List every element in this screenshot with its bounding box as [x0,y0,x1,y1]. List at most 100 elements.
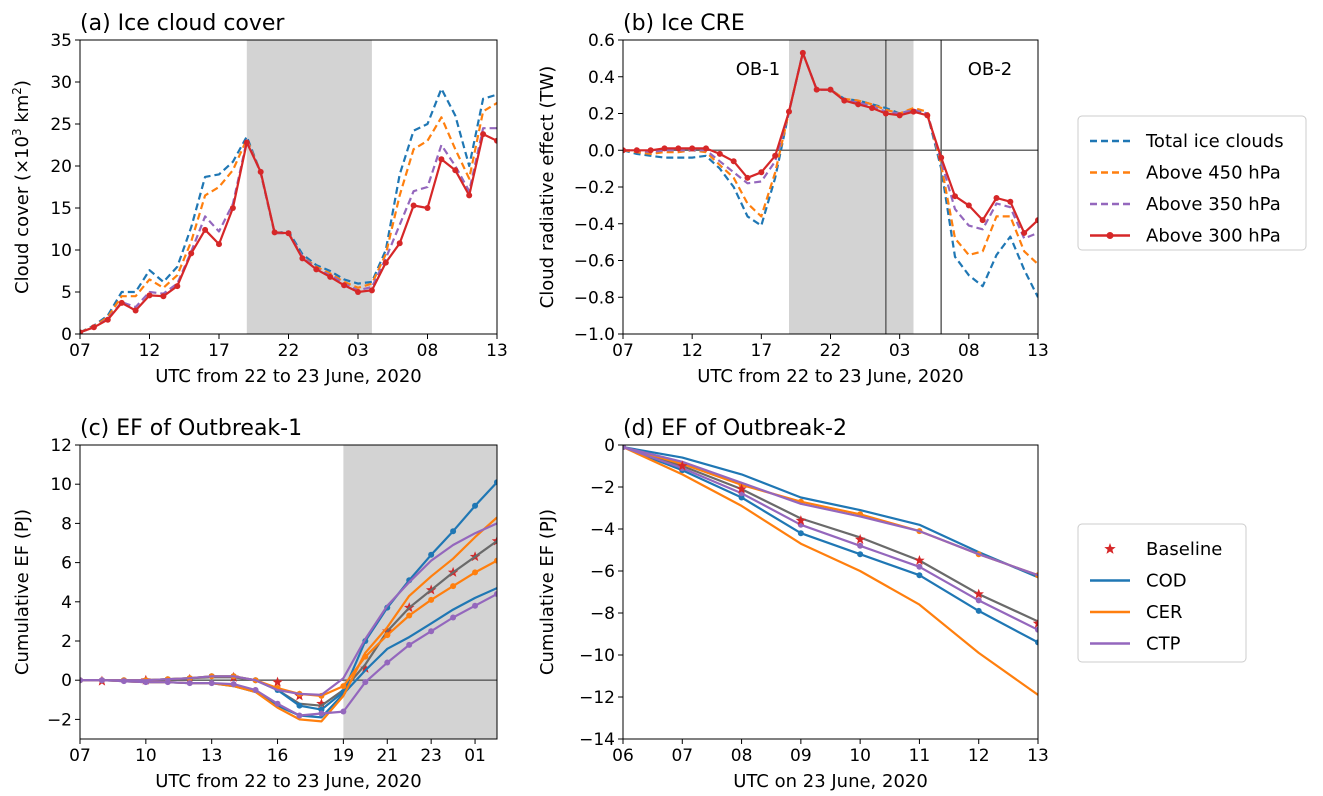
y-tick-label: 6 [61,554,72,574]
series-marker [450,583,457,590]
y-tick-label: −8 [590,604,615,624]
y-tick-label: 0.0 [588,141,615,161]
y-axis-label-part: 2 [10,87,24,95]
y-tick-label: 4 [61,593,72,613]
series-marker [1021,229,1028,236]
series-marker [341,282,348,289]
x-tick-label: 23 [420,746,442,766]
series-marker [494,590,497,597]
x-tick-label: 10 [849,746,871,766]
legend_bottom: Baseline COD CER CTP [1077,523,1247,663]
axes-frame [622,444,1039,740]
series-marker [869,104,875,111]
series-marker [450,528,457,535]
legend-label: CER [1146,602,1182,623]
series-marker [340,708,347,715]
series-marker [916,563,923,570]
series-marker [384,632,391,639]
y-tick-label: −0.6 [574,252,615,272]
series-marker [368,287,375,294]
x-tick-label: 17 [208,341,230,361]
panel-title: (c) EF of Outbreak-1 [80,416,302,441]
series-marker [80,329,83,334]
annotation-ob2: OB-2 [968,59,1012,80]
series-marker [208,680,215,687]
series-line [623,446,1038,644]
series-marker [910,108,917,115]
y-tick-label: 0.6 [588,31,615,51]
panel-title: (a) Ice cloud cover [80,11,285,36]
legend_top: Total ice clouds Above 450 hPa Above 350 h… [1077,115,1307,251]
series-marker [296,702,303,709]
legend-frame [1077,523,1247,663]
x-axis-label: UTC from 22 to 23 June, 2020 [155,771,422,792]
y-axis-label-part: ) [12,80,33,87]
series-marker [855,101,862,108]
y-axis-label-part: Cloud cover (×10 [12,136,33,294]
y-tick-label: −14 [579,730,615,750]
series-marker [813,86,820,93]
series-marker [362,679,369,686]
y-tick-label: 10 [50,475,72,495]
panel-1: 07 12 17 22 03 08 13 −1.0 −0.8 −0.6 −0.4 −0.2 0.0 0.2… [537,11,1049,387]
series-marker [296,712,303,719]
legend-label: COD [1146,571,1187,592]
series-marker [285,230,292,237]
y-tick-label: −1.0 [574,325,615,345]
y-tick-label: 20 [50,157,72,177]
star-marker [272,676,283,687]
series-marker [118,299,125,306]
y-tick-label: −0.4 [574,215,615,235]
shaded-period [343,445,497,739]
series-marker [675,145,682,152]
star-marker [736,483,747,494]
legend-label: CTP [1146,634,1181,655]
shaded-period [789,40,914,334]
series-marker [661,145,668,152]
series-marker [975,597,982,604]
series-marker [1035,639,1038,646]
star-marker [854,534,866,544]
series-line [623,446,1038,696]
series-line [623,446,1038,623]
series-marker [472,502,479,509]
y-axis-label: Cloud cover (×103 km2) [10,80,33,294]
series-marker [438,156,445,163]
y-tick-label: −6 [590,562,615,582]
panel-title: (d) EF of Outbreak-2 [623,416,847,441]
x-tick-label: 21 [376,746,398,766]
x-tick-label: 08 [731,746,753,766]
x-tick-label: 13 [486,341,508,361]
y-tick-label: 10 [50,241,72,261]
series-marker [979,217,986,224]
series-marker [1007,198,1014,205]
panel-title: (b) Ice CRE [623,11,745,36]
series-marker [494,479,497,486]
series-marker [975,607,982,614]
series-marker [406,612,413,619]
y-tick-label: 0 [604,436,615,456]
series-marker [274,700,281,707]
series-marker [452,167,459,174]
series-marker [938,154,945,161]
series-marker [480,131,487,138]
series-marker [623,445,626,451]
y-tick-label: 0 [61,325,72,345]
x-tick-label: 10 [135,746,157,766]
y-tick-label: 35 [50,31,72,51]
y-tick-label: −2 [590,478,615,498]
x-tick-label: 03 [347,341,369,361]
axes-frame [79,444,498,740]
star-marker [914,555,925,565]
star-marker [677,460,688,471]
series-marker [257,168,264,175]
series-marker [738,494,745,501]
y-tick-label: 0 [61,671,72,691]
y-tick-label: 0.4 [588,68,615,88]
series-marker [623,147,626,154]
series-marker [916,572,923,579]
series-line [623,446,1038,577]
x-tick-label: 07 [612,341,634,361]
series-marker [384,659,391,666]
series-marker [797,530,804,537]
